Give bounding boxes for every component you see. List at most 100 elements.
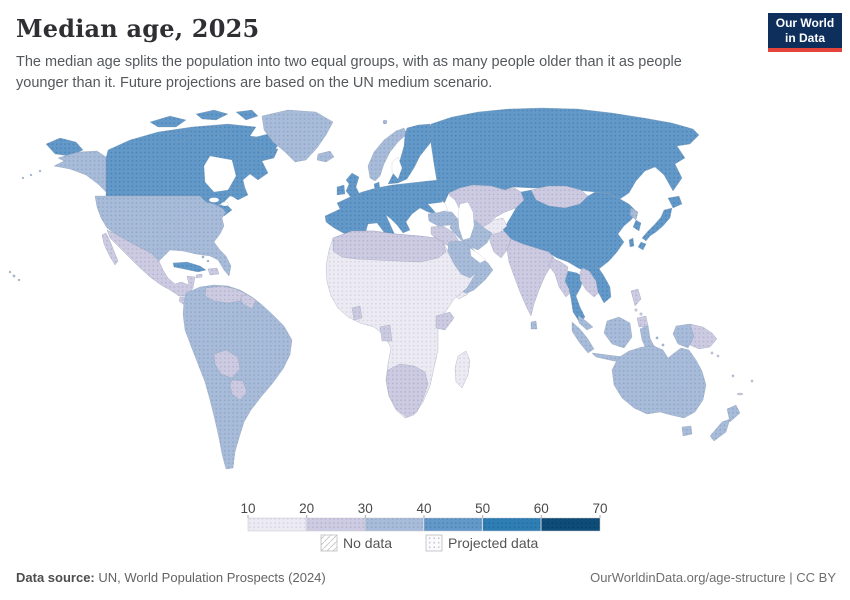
country-mexico[interactable] (106, 229, 196, 297)
arctic-island[interactable] (149, 115, 187, 128)
country-cuba[interactable] (172, 261, 207, 273)
legend-tick-label: 50 (475, 501, 490, 516)
island-vanuatu[interactable] (731, 374, 735, 378)
country-australia[interactable] (611, 345, 707, 419)
country-japan-hokkaido[interactable] (667, 195, 683, 209)
persian-gulf (469, 247, 487, 264)
region-north-africa[interactable] (332, 230, 447, 263)
country-alaska[interactable] (53, 150, 107, 193)
country-uk[interactable] (345, 172, 361, 200)
world-choropleth-map (0, 100, 850, 500)
subtitle-line-2: younger than it. Future projections are … (16, 74, 493, 91)
island-moluccas[interactable] (661, 343, 665, 347)
island-tasmania[interactable] (681, 425, 693, 437)
country-paraguay[interactable] (229, 379, 248, 401)
island-fiji[interactable] (750, 379, 754, 383)
country-japan-kyushu[interactable] (637, 241, 647, 251)
country-kenya[interactable] (435, 311, 455, 331)
country-russia-chukotka[interactable] (45, 137, 84, 157)
legend-bin-swatch[interactable] (541, 517, 601, 532)
legend-ticks: 10 20 30 40 50 60 70 (240, 501, 607, 516)
country-papua-new-guinea[interactable] (689, 323, 718, 350)
subtitle-line-1: The median age splits the population int… (16, 54, 682, 70)
owid-url-license[interactable]: OurWorldinData.org/age-structure | CC BY (590, 570, 836, 585)
region-europe[interactable] (324, 179, 445, 241)
country-india[interactable] (506, 238, 555, 317)
island-solomon[interactable] (716, 354, 720, 358)
arctic-island[interactable] (205, 125, 229, 138)
arctic-island[interactable] (235, 109, 259, 121)
owid-logo-line1: Our World (775, 16, 835, 31)
country-gabon[interactable] (379, 324, 393, 342)
region-south-america[interactable] (182, 284, 293, 470)
black-sea (427, 201, 449, 214)
island-borneo[interactable] (603, 316, 633, 349)
legend-bin-swatch[interactable] (482, 517, 541, 532)
projected-data-label: Projected data (448, 535, 538, 551)
country-myanmar[interactable] (548, 257, 573, 298)
owid-logo-line2: in Data (784, 30, 825, 45)
island-solomon[interactable] (710, 351, 714, 355)
island-hawaii[interactable] (12, 274, 16, 278)
country-ireland[interactable] (336, 184, 346, 196)
country-philippines-visayas[interactable] (639, 312, 643, 316)
great-lake (208, 197, 220, 203)
legend-tick-label: 20 (299, 501, 314, 516)
aleutian-island[interactable] (21, 176, 25, 180)
island-jamaica[interactable] (195, 273, 203, 279)
chart-subtitle: The median age splits the population int… (16, 52, 716, 93)
no-data-label: No data (343, 535, 392, 551)
legend-tick-label: 70 (592, 501, 607, 516)
island-hawaii[interactable] (17, 278, 21, 282)
country-new-zealand-south[interactable] (709, 418, 731, 442)
country-madagascar[interactable] (454, 350, 471, 389)
country-greenland[interactable] (261, 109, 334, 163)
owid-logo[interactable]: Our World in Data (768, 13, 842, 52)
country-sri-lanka[interactable] (530, 320, 538, 330)
legend-key-row: No data Projected data (320, 534, 538, 552)
country-denmark[interactable] (373, 181, 381, 191)
arctic-island[interactable] (167, 130, 193, 143)
country-ghana[interactable] (351, 305, 363, 321)
region-southern-africa[interactable] (385, 363, 429, 418)
country-philippines-luzon[interactable] (630, 288, 642, 307)
country-bolivia[interactable] (213, 349, 241, 379)
legend-tick-label: 40 (416, 501, 431, 516)
island-hawaii[interactable] (8, 270, 12, 274)
country-iceland[interactable] (316, 150, 335, 163)
country-vietnam[interactable] (584, 262, 612, 304)
aleutian-island[interactable] (38, 169, 42, 173)
projected-data-swatch[interactable] (425, 534, 443, 552)
country-malaysia[interactable] (577, 314, 594, 331)
baltic-sea (391, 156, 403, 180)
country-taiwan[interactable] (628, 237, 635, 248)
country-philippines-visayas[interactable] (634, 308, 638, 312)
country-south-korea[interactable] (632, 219, 642, 232)
country-new-zealand-north[interactable] (726, 404, 741, 423)
legend-bin-swatch[interactable] (247, 517, 307, 532)
region-guyanas[interactable] (239, 293, 257, 310)
country-philippines-mindanao[interactable] (636, 315, 649, 328)
legend-tick-label: 10 (240, 501, 255, 516)
aleutian-island[interactable] (29, 173, 33, 177)
country-canada-newfoundland[interactable] (229, 185, 249, 201)
legend-color-bar (247, 517, 601, 532)
island-svalbard[interactable] (382, 119, 388, 125)
country-venezuela[interactable] (204, 285, 247, 304)
no-data-swatch[interactable] (320, 534, 338, 552)
island-hispaniola[interactable] (207, 267, 220, 276)
data-source-value: UN, World Population Prospects (2024) (94, 570, 326, 585)
island-bahamas[interactable] (201, 255, 205, 259)
country-japan-honshu[interactable] (641, 207, 673, 242)
caspian-sea (457, 201, 475, 241)
island-new-caledonia[interactable] (736, 392, 744, 396)
legend-bin-swatch[interactable] (365, 517, 424, 532)
arctic-island[interactable] (195, 109, 229, 121)
country-mexico-baja[interactable] (101, 232, 119, 266)
legend-bin-swatch[interactable] (306, 517, 365, 532)
legend-bin-swatch[interactable] (423, 517, 483, 532)
island-bahamas[interactable] (206, 259, 210, 263)
island-sumatra[interactable] (571, 321, 595, 354)
island-moluccas[interactable] (655, 336, 659, 340)
legend-tick-label: 60 (534, 501, 549, 516)
